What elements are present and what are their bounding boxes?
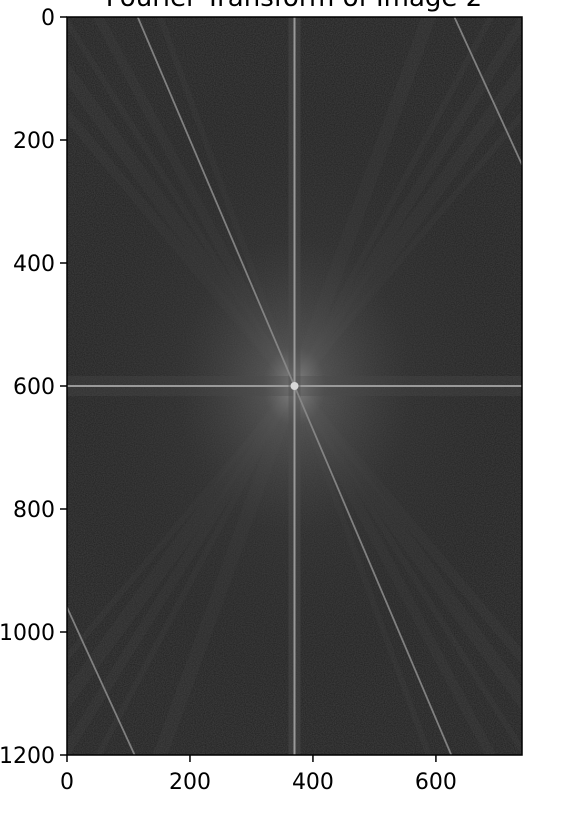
x-tick-label: 0 — [60, 770, 74, 795]
x-tick-label: 600 — [415, 770, 457, 795]
x-tick-label: 400 — [292, 770, 334, 795]
chart-title: Fourier Transform of Image 2 — [106, 0, 482, 13]
y-tick-label: 400 — [13, 252, 55, 277]
diagonal-line — [453, 17, 522, 165]
diagonal-line — [67, 607, 136, 755]
y-tick-label: 800 — [13, 498, 55, 523]
dc-component — [290, 382, 299, 390]
y-tick-label: 200 — [13, 129, 55, 154]
y-tick-label: 1000 — [0, 621, 55, 646]
x-tick-label: 200 — [169, 770, 211, 795]
x-axis: 0 200 400 600 — [60, 755, 457, 795]
y-tick-label: 0 — [41, 6, 55, 31]
y-tick-label: 600 — [13, 375, 55, 400]
y-tick-label: 1200 — [0, 744, 55, 769]
y-axis: 0 200 400 600 800 1000 1200 — [0, 6, 67, 769]
